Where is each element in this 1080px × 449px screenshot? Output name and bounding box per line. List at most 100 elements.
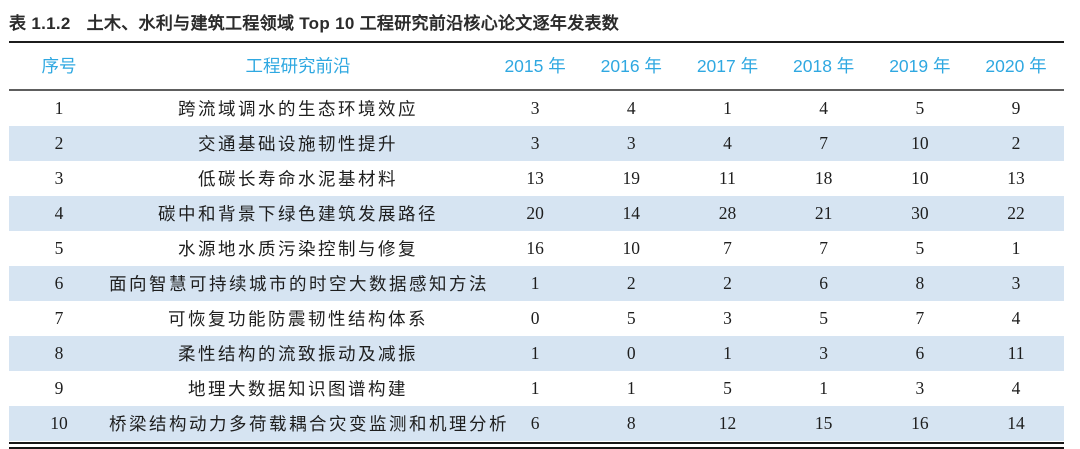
paper-count-cell: 13 [526, 168, 544, 188]
col-header-frontier: 工程研究前沿 [109, 43, 487, 91]
paper-count-cell: 4 [1011, 308, 1021, 328]
paper-count-cell: 1 [723, 343, 732, 363]
paper-count-cell: 14 [622, 203, 641, 223]
paper-count-cell: 16 [526, 238, 544, 258]
paper-count-cell: 0 [530, 308, 540, 328]
paper-count-cell: 8 [915, 273, 925, 293]
paper-count-cell: 3 [626, 133, 636, 153]
table-row: 2 交通基础设施韧性提升 3 3 4 7 10 2 [9, 126, 1065, 161]
col-header-year-2015: 2015 年 [487, 43, 584, 91]
col-header-year-2020: 2020 年 [967, 43, 1065, 91]
paper-count-cell: 7 [915, 308, 925, 328]
rank-cell: 3 [54, 168, 64, 188]
frontier-cell: 低碳长寿命水泥基材料 [198, 169, 398, 189]
paper-count-cell: 3 [530, 133, 540, 153]
rank-cell: 4 [54, 203, 64, 223]
paper-count-cell: 7 [819, 238, 829, 258]
rank-cell: 6 [54, 273, 64, 293]
paper-count-cell: 28 [718, 203, 737, 223]
table-row: 8 柔性结构的流致振动及减振 1 0 1 3 6 11 [9, 336, 1065, 371]
rank-cell: 10 [50, 413, 68, 433]
paper-count-cell: 19 [622, 168, 641, 188]
frontier-cell: 柔性结构的流致振动及减振 [178, 344, 418, 364]
table-row: 1 跨流域调水的生态环境效应 3 4 1 4 5 9 [9, 90, 1064, 126]
table-row: 7 可恢复功能防震韧性结构体系 0 5 3 5 7 4 [9, 301, 1064, 336]
table-header: 序号 工程研究前沿 2015 年 2016 年 2017 年 2018 年 20… [9, 43, 1065, 91]
paper-count-cell: 4 [723, 133, 732, 153]
paper-count-cell: 11 [1007, 343, 1025, 363]
paper-count-cell: 13 [1007, 168, 1025, 188]
frontier-cell: 可恢复功能防震韧性结构体系 [168, 309, 428, 329]
rank-cell: 1 [54, 98, 64, 118]
col-header-year-2018: 2018 年 [775, 43, 872, 91]
paper-count-cell: 18 [814, 168, 833, 188]
table-bottom-rule [9, 442, 1064, 449]
rank-cell: 7 [54, 308, 64, 328]
paper-count-cell: 7 [819, 133, 829, 153]
table-header-row: 序号 工程研究前沿 2015 年 2016 年 2017 年 2018 年 20… [9, 43, 1065, 91]
paper-count-cell: 16 [911, 413, 929, 433]
paper-count-cell: 10 [911, 168, 929, 188]
paper-count-cell: 5 [915, 98, 925, 118]
rank-cell: 5 [54, 238, 64, 258]
paper-count-cell: 2 [1011, 133, 1021, 153]
paper-count-cell: 4 [626, 98, 636, 118]
paper-count-cell: 5 [819, 308, 829, 328]
frontier-cell: 碳中和背景下绿色建筑发展路径 [158, 204, 438, 224]
paper-count-cell: 1 [530, 273, 540, 293]
paper-count-cell: 3 [530, 98, 540, 118]
paper-count-cell: 2 [723, 273, 732, 293]
rank-cell: 9 [54, 378, 64, 398]
table-caption-title: 土木、水利与建筑工程领域 Top 10 工程研究前沿核心论文逐年发表数 [86, 14, 620, 33]
paper-count-cell: 1 [723, 98, 732, 118]
table-caption: 表 1.1.2 土木、水利与建筑工程领域 Top 10 工程研究前沿核心论文逐年… [0, 7, 1080, 41]
col-header-year-2017: 2017 年 [679, 43, 776, 91]
paper-count-cell: 0 [626, 343, 636, 363]
table-row: 9 地理大数据知识图谱构建 1 1 5 1 3 4 [9, 371, 1064, 406]
paper-count-cell: 10 [622, 238, 641, 258]
paper-count-cell: 5 [915, 238, 925, 258]
paper-count-cell: 7 [723, 238, 732, 258]
frontier-cell: 桥梁结构动力多荷载耦合灾变监测和机理分析 [109, 414, 509, 434]
col-header-year-2019: 2019 年 [871, 43, 968, 91]
frontier-cell: 面向智慧可持续城市的时空大数据感知方法 [109, 274, 489, 294]
paper-count-cell: 5 [626, 308, 636, 328]
col-header-year-2016: 2016 年 [583, 43, 680, 91]
paper-count-cell: 30 [911, 203, 929, 223]
paper-count-cell: 21 [814, 203, 833, 223]
paper-count-cell: 2 [626, 273, 636, 293]
table-row: 10 桥梁结构动力多荷载耦合灾变监测和机理分析 6 8 12 15 16 14 [9, 406, 1065, 441]
paper-count-cell: 5 [723, 378, 732, 398]
paper-count-cell: 1 [819, 378, 829, 398]
paper-count-cell: 12 [718, 413, 737, 433]
paper-count-cell: 22 [1007, 203, 1025, 223]
paper-count-cell: 1 [1011, 238, 1021, 258]
table-caption-label: 表 1.1.2 [9, 14, 71, 33]
table-row: 3 低碳长寿命水泥基材料 13 19 11 18 10 13 [9, 161, 1064, 196]
paper-count-cell: 11 [719, 168, 736, 188]
table-row: 6 面向智慧可持续城市的时空大数据感知方法 1 2 2 6 8 3 [9, 266, 1065, 301]
paper-count-cell: 4 [819, 98, 829, 118]
paper-count-cell: 14 [1007, 413, 1025, 433]
frontier-papers-table: 序号 工程研究前沿 2015 年 2016 年 2017 年 2018 年 20… [9, 43, 1065, 441]
paper-count-cell: 9 [1011, 98, 1021, 118]
paper-count-cell: 1 [530, 343, 540, 363]
frontier-cell: 水源地水质污染控制与修复 [178, 239, 418, 259]
paper-count-cell: 15 [814, 413, 833, 433]
rank-cell: 8 [54, 343, 64, 363]
frontier-cell: 交通基础设施韧性提升 [198, 134, 398, 154]
paper-count-cell: 1 [626, 378, 636, 398]
paper-count-cell: 1 [530, 378, 540, 398]
frontier-cell: 跨流域调水的生态环境效应 [178, 99, 418, 119]
table-row: 5 水源地水质污染控制与修复 16 10 7 7 5 1 [9, 231, 1064, 266]
paper-count-cell: 20 [526, 203, 544, 223]
paper-count-cell: 3 [819, 343, 829, 363]
paper-count-cell: 3 [915, 378, 925, 398]
caption-divider [9, 41, 1064, 43]
table-row: 4 碳中和背景下绿色建筑发展路径 20 14 28 21 30 22 [9, 196, 1065, 231]
paper-count-cell: 6 [915, 343, 925, 363]
paper-count-cell: 6 [530, 413, 540, 433]
col-header-rank: 序号 [9, 43, 109, 91]
paper-count-cell: 3 [723, 308, 732, 328]
